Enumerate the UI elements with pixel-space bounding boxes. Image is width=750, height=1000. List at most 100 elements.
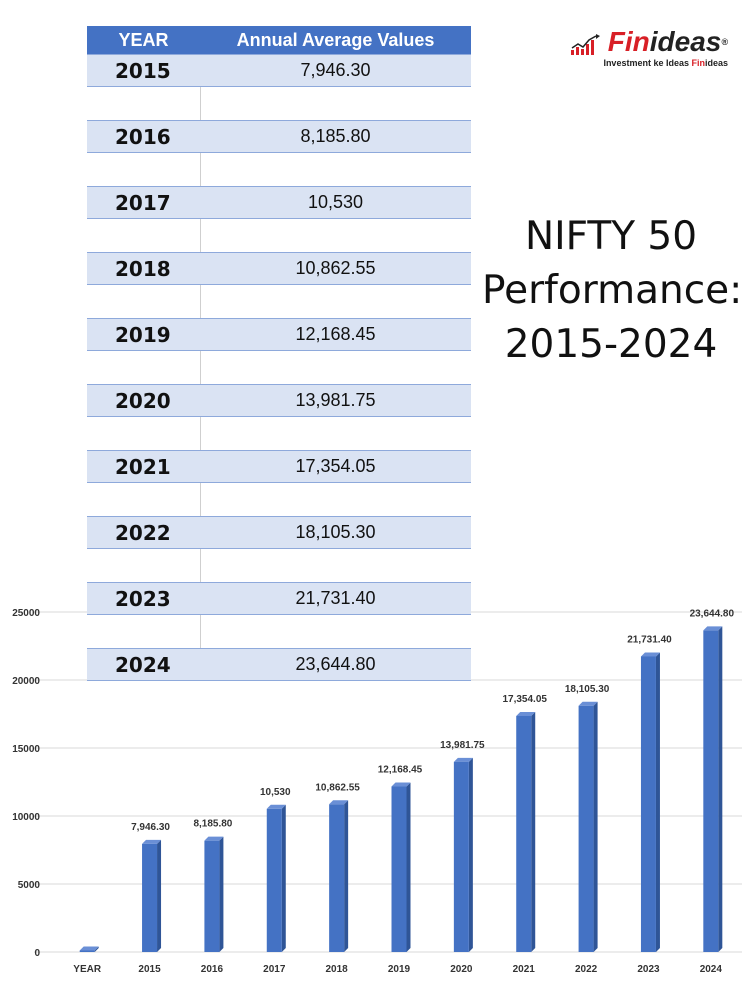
bar-side	[718, 626, 723, 952]
bar-top	[204, 836, 224, 841]
y-tick-label: 10000	[12, 812, 40, 823]
bar-top	[703, 626, 723, 631]
annual-values-table: YEAR Annual Average Values 2015 7,946.30 2…	[87, 26, 471, 681]
data-label: 10,862.55	[315, 782, 360, 793]
finideas-logo: Finideas® Investment ke Ideas Finideas	[570, 28, 728, 68]
x-tick-label: 2023	[637, 964, 660, 975]
bar	[79, 950, 95, 952]
x-tick-label: 2024	[700, 964, 723, 975]
row-year: 2015	[115, 58, 171, 83]
bar-top	[266, 804, 286, 809]
data-label: 13,981.75	[440, 740, 485, 751]
bar-side	[157, 839, 162, 952]
x-tick-label: 2016	[201, 964, 224, 975]
bar	[266, 808, 282, 952]
bar-top	[578, 701, 598, 706]
row-value: 12,168.45	[295, 324, 376, 344]
bar	[453, 761, 469, 952]
data-label: 17,354.05	[502, 694, 547, 705]
y-tick-label: 15000	[12, 744, 40, 755]
x-tick-label: 2018	[326, 964, 349, 975]
bar	[640, 656, 656, 952]
table-row: 2017 10,530	[87, 186, 471, 219]
data-label: 7,946.30	[131, 822, 170, 833]
y-tick-label: 0	[34, 948, 40, 959]
row-year: 2023	[115, 586, 171, 611]
data-label: 8,185.80	[193, 819, 232, 830]
bar-top	[79, 946, 99, 951]
table-spacer-row	[87, 417, 471, 450]
bar-top	[329, 800, 349, 805]
title-line-2: Performance:	[482, 268, 743, 313]
row-value: 17,354.05	[295, 456, 376, 476]
bar	[516, 715, 532, 952]
table-header: YEAR Annual Average Values	[87, 26, 471, 54]
bar-side	[344, 800, 349, 952]
table-spacer-row	[87, 615, 471, 648]
row-year: 2018	[115, 256, 171, 281]
logo-tagline: Investment ke Ideas Finideas	[603, 58, 728, 68]
row-value: 18,105.30	[295, 522, 376, 542]
table-row: 2016 8,185.80	[87, 120, 471, 153]
bar	[329, 804, 345, 952]
bar-side	[406, 782, 411, 952]
row-value: 13,981.75	[295, 390, 376, 410]
row-value: 7,946.30	[300, 60, 371, 80]
bar-side	[94, 946, 99, 952]
bar	[204, 840, 220, 952]
row-year: 2021	[115, 454, 171, 479]
table-row: 2019 12,168.45	[87, 318, 471, 351]
bar-side	[219, 836, 224, 952]
table-spacer-row	[87, 483, 471, 516]
row-value: 23,644.80	[295, 654, 376, 674]
data-labels: 7,946.30 8,185.80 10,530 10,862.55 12,168.45…	[131, 608, 734, 832]
bar-top	[391, 782, 411, 787]
y-axis-ticks: 0 5000 10000 15000 20000 25000	[12, 608, 40, 959]
title-line-3: 2015-2024	[504, 322, 718, 367]
bar-side	[468, 757, 473, 952]
bar-side	[655, 652, 660, 952]
table-row: 2021 17,354.05	[87, 450, 471, 483]
row-value: 10,530	[307, 192, 364, 212]
data-label: 10,530	[260, 787, 291, 798]
bar-side	[281, 804, 286, 952]
x-tick-label: YEAR	[73, 964, 102, 975]
table-row: 2015 7,946.30	[87, 54, 471, 87]
x-tick-label: 2021	[513, 964, 536, 975]
row-value: 21,731.40	[295, 588, 376, 608]
bar	[578, 705, 594, 952]
title-line-1: NIFTY 50	[524, 214, 698, 259]
y-tick-label: 25000	[12, 608, 40, 619]
logo-wordmark: Finideas®	[607, 26, 728, 57]
bar-top	[453, 757, 473, 762]
rising-chart-icon	[570, 34, 600, 55]
bar	[703, 630, 719, 952]
table-spacer-row	[87, 549, 471, 582]
table-spacer-row	[87, 285, 471, 318]
table-row: 2018 10,862.55	[87, 252, 471, 285]
table-spacer-row	[87, 87, 471, 120]
bar-top	[640, 652, 660, 657]
x-tick-label: 2020	[450, 964, 473, 975]
x-tick-label: 2015	[138, 964, 161, 975]
table-spacer-row	[87, 351, 471, 384]
row-value: 8,185.80	[300, 126, 371, 146]
bar	[391, 786, 407, 952]
row-year: 2022	[115, 520, 171, 545]
y-tick-label: 20000	[12, 676, 40, 687]
row-year: 2024	[115, 652, 171, 677]
bar	[142, 843, 158, 952]
row-year: 2017	[115, 190, 171, 215]
table-row: 2023 21,731.40	[87, 582, 471, 615]
bars	[79, 626, 723, 952]
bar-side	[531, 711, 536, 952]
data-label: 12,168.45	[378, 765, 423, 776]
data-label: 23,644.80	[690, 608, 735, 619]
row-year: 2016	[115, 124, 171, 149]
table-row: 2022 18,105.30	[87, 516, 471, 549]
table-row: 2020 13,981.75	[87, 384, 471, 417]
header-year: YEAR	[118, 29, 169, 50]
bar-side	[593, 701, 598, 952]
bar-top	[142, 839, 162, 844]
header-value: Annual Average Values	[236, 29, 435, 50]
